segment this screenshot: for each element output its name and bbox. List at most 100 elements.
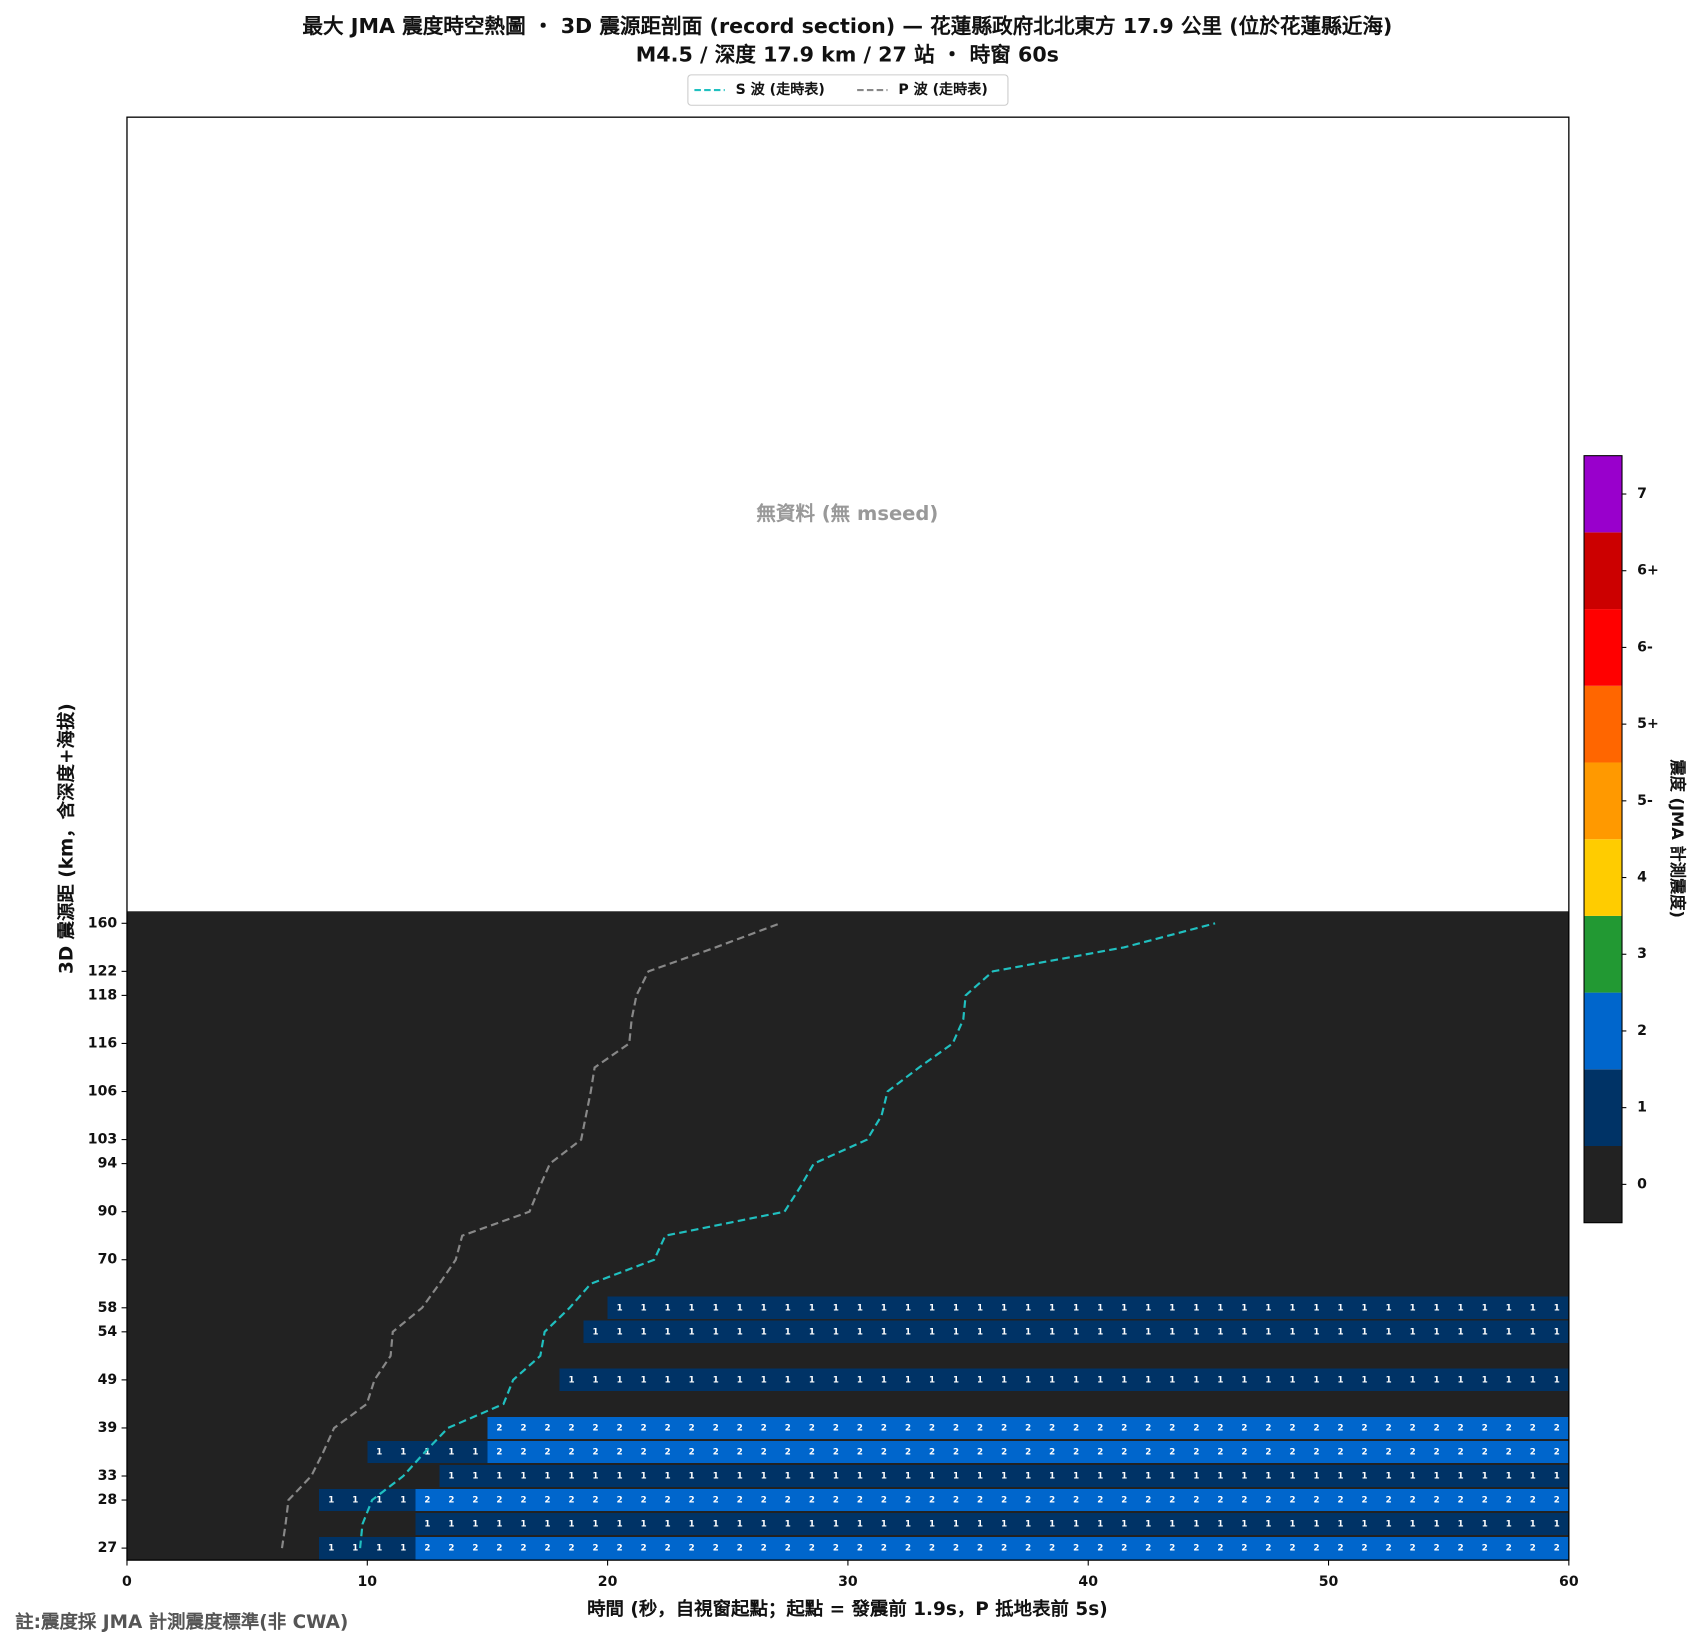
heatmap-cell bbox=[1376, 1488, 1401, 1512]
colorbar-frame bbox=[1583, 455, 1623, 1224]
heatmap-cell bbox=[1088, 1344, 1113, 1368]
heatmap-cell bbox=[775, 1248, 801, 1271]
cell-label: 1 bbox=[689, 1375, 695, 1385]
cell-label: 1 bbox=[1554, 1375, 1560, 1385]
heatmap-cell bbox=[1064, 1104, 1089, 1127]
heatmap-cell bbox=[1400, 1464, 1425, 1488]
heatmap-cell bbox=[727, 1368, 753, 1392]
cell-label: 1 bbox=[1265, 1303, 1271, 1313]
heatmap-cell bbox=[319, 1416, 344, 1440]
heatmap-cell bbox=[1304, 1344, 1329, 1368]
heatmap-cell bbox=[247, 1056, 272, 1079]
heatmap-cell bbox=[823, 1104, 849, 1127]
heatmap-cell bbox=[607, 1296, 632, 1319]
cell-label: 1 bbox=[761, 1303, 767, 1313]
heatmap-cell bbox=[271, 1080, 296, 1103]
heatmap-cell bbox=[559, 1248, 584, 1271]
cell-label: 2 bbox=[1049, 1496, 1055, 1506]
heatmap-cell bbox=[511, 1440, 536, 1464]
cell-label: 2 bbox=[545, 1544, 551, 1554]
heatmap-cell bbox=[871, 960, 897, 983]
heatmap-cell bbox=[1472, 1536, 1498, 1560]
heatmap-cell bbox=[151, 1248, 176, 1271]
heatmap-cell bbox=[1064, 1176, 1089, 1199]
heatmap-cell bbox=[1040, 912, 1065, 935]
cell-label: 2 bbox=[857, 1447, 863, 1457]
heatmap-cell bbox=[799, 1032, 825, 1055]
heatmap-cell bbox=[992, 1104, 1017, 1127]
heatmap-cell bbox=[1352, 1488, 1377, 1512]
heatmap-cell bbox=[1472, 1272, 1498, 1295]
heatmap-cell bbox=[247, 1176, 272, 1199]
cell-label: 1 bbox=[1314, 1472, 1320, 1482]
heatmap-cell bbox=[511, 1488, 536, 1512]
heatmap-cell bbox=[992, 1296, 1017, 1319]
chart-subtitle: M4.5 / 深度 17.9 km / 27 站 ・ 時窗 60s bbox=[636, 42, 1059, 66]
heatmap-cell bbox=[367, 1392, 392, 1416]
heatmap-cell bbox=[1280, 1392, 1305, 1416]
heatmap-cell bbox=[1448, 1176, 1474, 1199]
heatmap-cell bbox=[1208, 1464, 1233, 1488]
heatmap-cell bbox=[1520, 1296, 1546, 1319]
heatmap-cell bbox=[319, 1488, 344, 1512]
heatmap-cell bbox=[319, 1032, 344, 1055]
heatmap-cell bbox=[1472, 1464, 1498, 1488]
heatmap-cell bbox=[1376, 1128, 1401, 1151]
heatmap-cell bbox=[871, 1152, 897, 1175]
heatmap-cell bbox=[1280, 960, 1305, 983]
heatmap-cell bbox=[1496, 1128, 1522, 1151]
cell-label: 1 bbox=[1217, 1472, 1223, 1482]
heatmap-cell bbox=[1136, 1128, 1161, 1151]
colorbar-segment bbox=[1584, 532, 1623, 610]
heatmap-cell bbox=[1112, 1176, 1137, 1199]
heatmap-cell bbox=[1208, 1056, 1233, 1079]
cell-label: 2 bbox=[1434, 1496, 1440, 1506]
heatmap-cell bbox=[679, 1176, 705, 1199]
heatmap-cell bbox=[1112, 1008, 1137, 1031]
cell-label: 2 bbox=[689, 1447, 695, 1457]
y-tick-label: 160 bbox=[88, 915, 118, 931]
heatmap-cell bbox=[1496, 1176, 1522, 1199]
heatmap-cell bbox=[799, 984, 825, 1007]
heatmap-cell bbox=[319, 1152, 344, 1175]
heatmap-cell bbox=[1520, 984, 1546, 1007]
heatmap-cell bbox=[968, 984, 993, 1007]
cell-label: 2 bbox=[1458, 1423, 1464, 1433]
heatmap-cell bbox=[1520, 1008, 1546, 1031]
heatmap-cell bbox=[415, 1488, 440, 1512]
heatmap-cell bbox=[703, 912, 729, 935]
heatmap-cell bbox=[992, 1152, 1017, 1175]
heatmap-cell bbox=[703, 1056, 729, 1079]
cell-label: 1 bbox=[1434, 1520, 1440, 1530]
heatmap-cell bbox=[487, 1152, 512, 1175]
cell-label: 1 bbox=[1554, 1327, 1560, 1337]
heatmap-cell bbox=[823, 1368, 849, 1392]
heatmap-cell bbox=[367, 1512, 392, 1536]
heatmap-cell bbox=[1112, 912, 1137, 935]
cell-label: 2 bbox=[1265, 1496, 1271, 1506]
heatmap-cell bbox=[439, 1176, 464, 1199]
heatmap-cell bbox=[1088, 1512, 1113, 1536]
cell-label: 2 bbox=[545, 1496, 551, 1506]
heatmap-cell bbox=[391, 1056, 416, 1079]
heatmap-cell bbox=[607, 1104, 632, 1127]
cell-label: 1 bbox=[1049, 1327, 1055, 1337]
heatmap-cell bbox=[1232, 1464, 1257, 1488]
cell-label: 1 bbox=[761, 1520, 767, 1530]
heatmap-cell bbox=[1232, 936, 1257, 959]
heatmap-cell bbox=[727, 1152, 753, 1175]
heatmap-cell bbox=[1184, 984, 1209, 1007]
heatmap-cell bbox=[367, 1320, 392, 1343]
heatmap-cell bbox=[1040, 936, 1065, 959]
cell-label: 2 bbox=[1121, 1423, 1127, 1433]
heatmap-cell bbox=[1184, 1488, 1209, 1512]
cell-label: 1 bbox=[1025, 1375, 1031, 1385]
heatmap-cell bbox=[126, 1176, 152, 1199]
heatmap-cell bbox=[1400, 1128, 1425, 1151]
heatmap-cell bbox=[1400, 1080, 1425, 1103]
cell-label: 1 bbox=[761, 1375, 767, 1385]
heatmap-cell bbox=[415, 1032, 440, 1055]
heatmap-cell bbox=[944, 1512, 969, 1536]
heatmap-cell bbox=[319, 1320, 344, 1343]
heatmap-cell bbox=[1544, 936, 1570, 959]
